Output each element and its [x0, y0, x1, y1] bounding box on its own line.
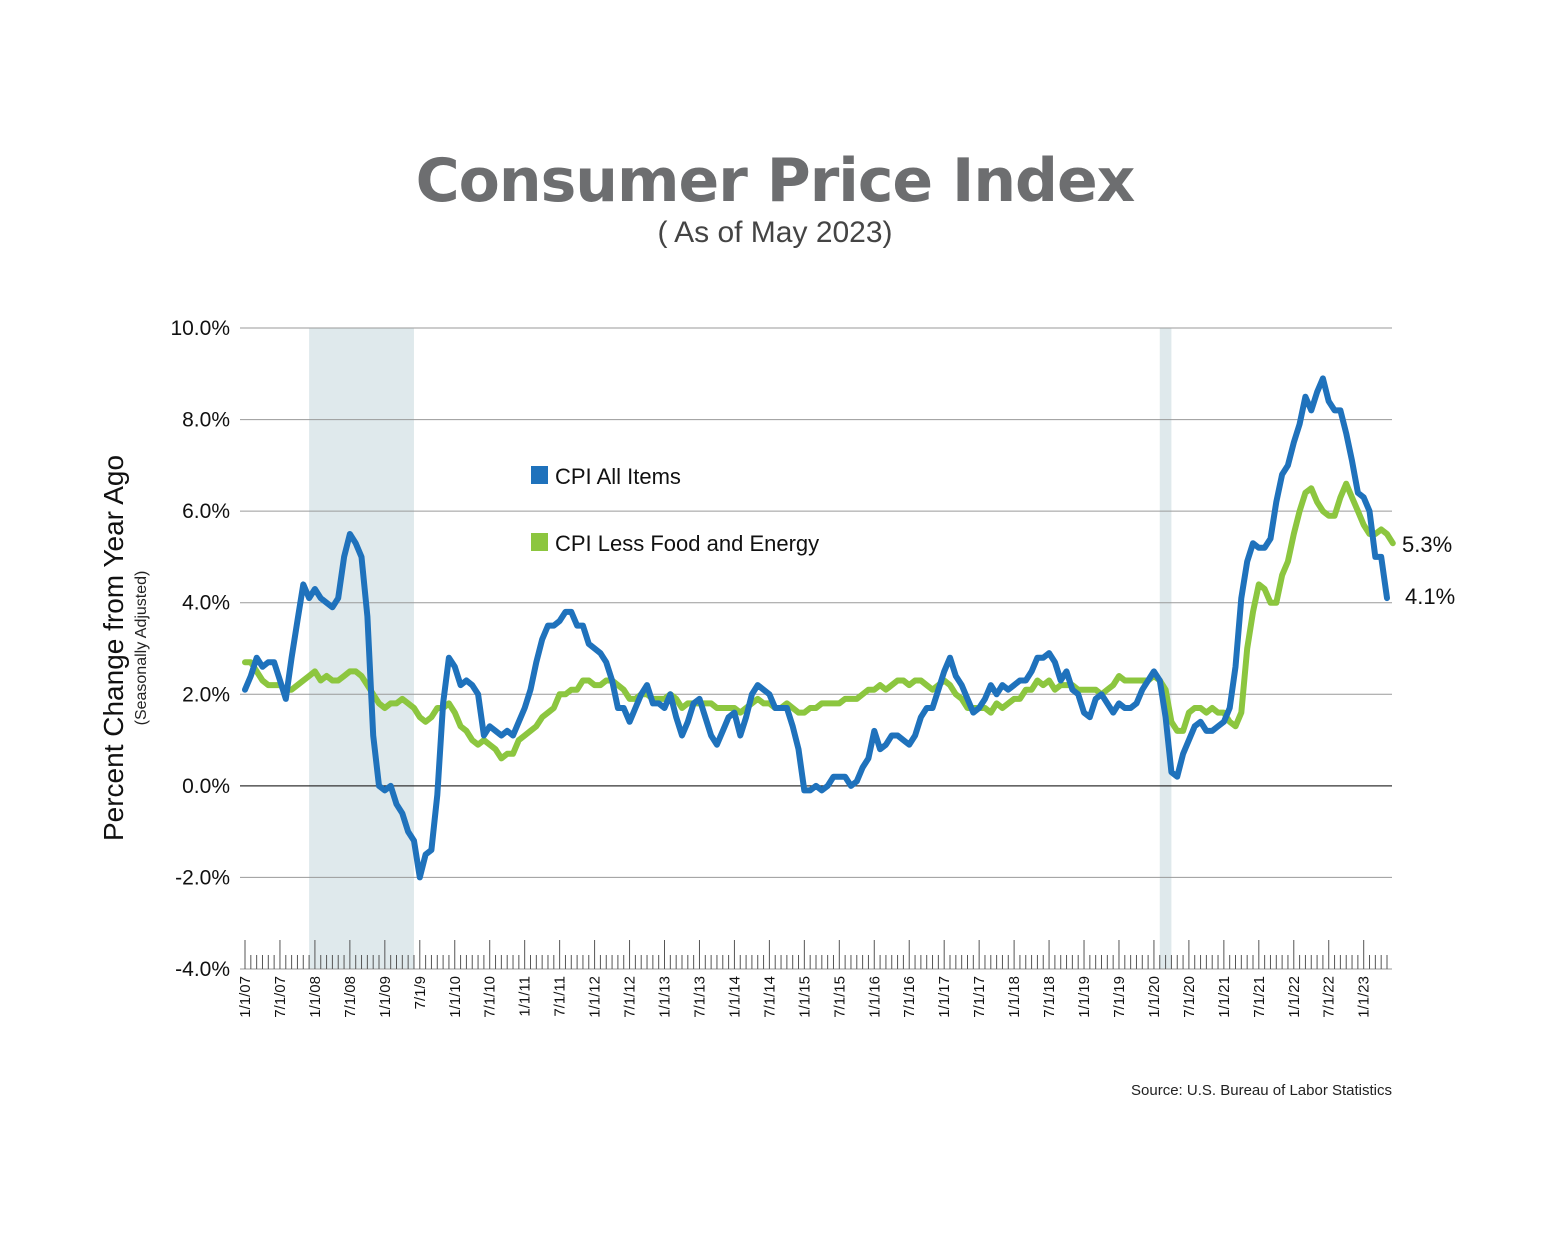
chart-subtitle: ( As of May 2023)	[657, 216, 893, 249]
y-tick-labels: 10.0% 8.0% 6.0% 4.0% 2.0% 0.0% -2.0% -4.0%	[170, 317, 230, 981]
y-tick-label: 8.0%	[182, 409, 230, 432]
series-lines	[242, 375, 1396, 881]
y-tick-label: -2.0%	[175, 866, 230, 889]
x-tick-label: 7/1/14	[761, 976, 778, 1018]
series-line-core	[242, 480, 1396, 762]
x-tick-label: 1/1/08	[307, 976, 324, 1018]
x-axis: 1/1/07 7/1/07 1/1/08 7/1/08 1/1/09 7/1/9 1/1/1…	[237, 940, 1388, 1018]
x-tick-label: 1/1/13	[657, 976, 674, 1018]
x-tick-label: 1/1/22	[1286, 976, 1303, 1018]
x-tick-label: 1/1/09	[377, 976, 394, 1018]
series-line-all-items	[242, 375, 1390, 881]
y-tick-label: 6.0%	[182, 500, 230, 523]
x-tick-label: 7/1/19	[1111, 976, 1128, 1018]
x-tick-label: 7/1/07	[272, 976, 289, 1018]
x-tick-label: 1/1/17	[936, 976, 953, 1018]
x-tick-label: 7/1/13	[691, 976, 708, 1018]
x-tick-label: 1/1/23	[1356, 976, 1373, 1018]
x-tick-label: 1/1/07	[237, 976, 254, 1018]
chart-title: Consumer Price Index	[415, 146, 1136, 216]
end-label-core: 5.3%	[1402, 532, 1452, 557]
x-tick-label: 1/1/20	[1146, 976, 1163, 1018]
x-tick-label: 1/1/10	[447, 976, 464, 1018]
x-tick-label: 7/1/08	[342, 976, 359, 1018]
recession-band-1	[309, 328, 414, 969]
recession-shading-layer	[309, 328, 1172, 969]
x-tick-label: 7/1/17	[971, 976, 988, 1018]
recession-band-2	[1159, 328, 1172, 969]
x-tick-label: 1/1/11	[517, 976, 534, 1017]
x-tick-label: 7/1/10	[482, 976, 499, 1018]
x-tick-label: 7/1/15	[831, 976, 848, 1018]
legend-swatch-all-items	[531, 466, 548, 484]
x-tick-label: 7/1/16	[901, 976, 918, 1018]
x-tick-label: 1/1/12	[587, 976, 604, 1018]
x-tick-label: 1/1/19	[1076, 976, 1093, 1018]
x-tick-label: 7/1/21	[1251, 976, 1268, 1018]
legend-swatch-core	[531, 533, 548, 551]
x-tick-label: 7/1/22	[1321, 976, 1338, 1018]
x-tick-label: 7/1/18	[1041, 976, 1058, 1018]
legend: CPI All Items CPI Less Food and Energy	[531, 464, 819, 556]
legend-label-all-items: CPI All Items	[555, 464, 681, 489]
y-tick-label: 10.0%	[170, 317, 230, 340]
x-tick-label: 1/1/15	[796, 976, 813, 1018]
x-tick-label: 1/1/16	[866, 976, 883, 1018]
x-tick-label: 7/1/20	[1181, 976, 1198, 1018]
x-tick-label: 7/1/11	[552, 976, 569, 1017]
x-tick-label: 7/1/12	[622, 976, 639, 1018]
x-tick-label: 1/1/18	[1006, 976, 1023, 1018]
x-tick-label: 7/1/9	[412, 976, 429, 1009]
x-tick-label: 1/1/21	[1216, 976, 1233, 1018]
x-tick-label: 1/1/14	[726, 976, 743, 1018]
y-tick-label: 2.0%	[182, 683, 230, 706]
y-tick-label: -4.0%	[175, 958, 230, 981]
legend-label-core: CPI Less Food and Energy	[555, 531, 819, 556]
source-note: Source: U.S. Bureau of Labor Statistics	[1131, 1082, 1392, 1099]
y-tick-label: 4.0%	[182, 592, 230, 615]
y-tick-label: 0.0%	[182, 775, 230, 798]
end-label-all-items: 4.1%	[1405, 584, 1455, 609]
